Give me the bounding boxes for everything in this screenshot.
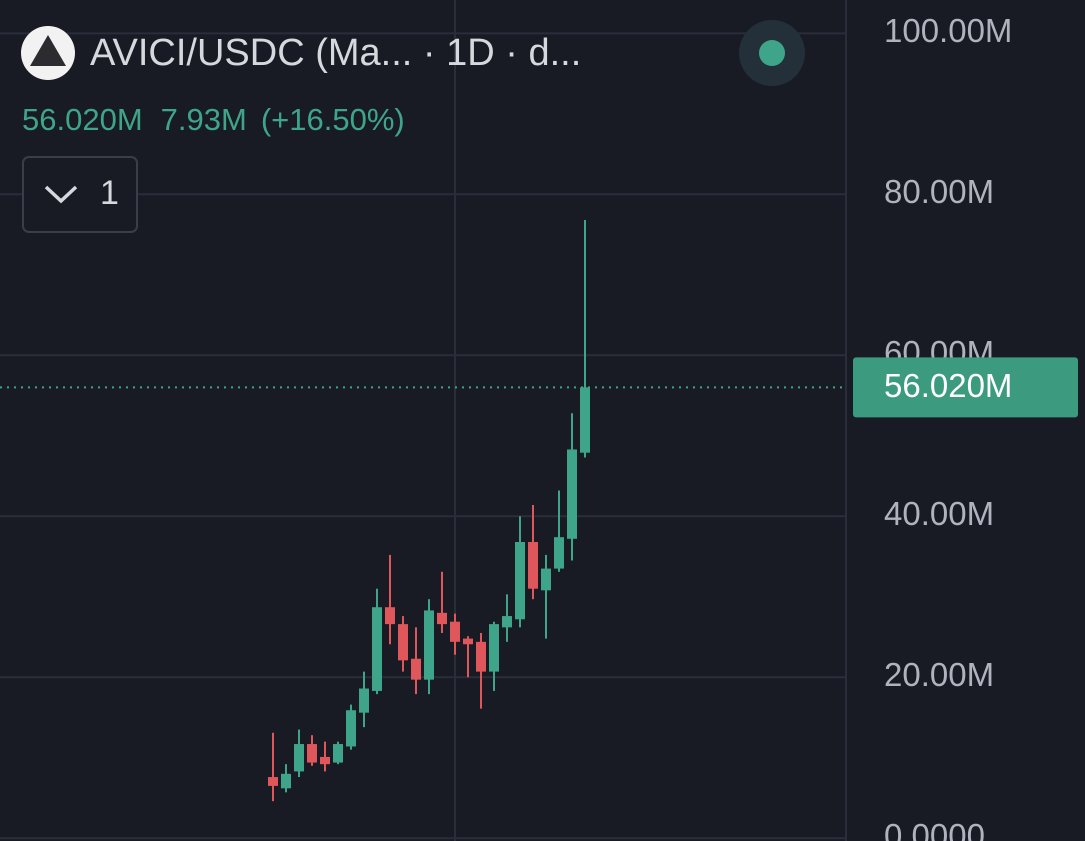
y-axis: 0.000020.00M40.00M60.00M80.00M100.00M56.…	[853, 12, 1078, 841]
candle-body	[385, 607, 395, 625]
candle-body	[346, 710, 356, 747]
candle-body	[411, 658, 421, 680]
candle-body	[463, 638, 473, 645]
y-tick-label: 20.00M	[884, 656, 994, 693]
candle-body	[541, 568, 551, 591]
candle-body	[320, 756, 330, 765]
candle-body	[294, 744, 304, 772]
last-price-label: 56.020M	[884, 367, 1012, 404]
chart-title[interactable]: AVICI/USDC (Ma... · 1D · d...	[90, 32, 581, 74]
status-dot	[759, 40, 785, 66]
candle-body	[515, 542, 525, 620]
candle-body	[528, 542, 538, 589]
price-change: 7.93M	[161, 102, 247, 137]
token-logo-mark	[30, 35, 66, 66]
candle-body	[398, 624, 408, 661]
candles	[268, 220, 590, 802]
grid	[0, 32, 846, 840]
candle-body	[281, 773, 291, 789]
candle-body	[333, 744, 343, 763]
y-tick-label: 80.00M	[884, 173, 994, 210]
last-price: 56.020M	[22, 102, 143, 137]
candle-body	[489, 624, 499, 672]
chevron-icon	[44, 185, 78, 204]
candle-body	[359, 688, 369, 713]
indicator-toggle[interactable]	[22, 156, 138, 233]
candle-body	[554, 537, 564, 569]
candle-body	[502, 616, 512, 628]
last-price-badge	[853, 357, 1078, 418]
candle-body	[372, 607, 382, 691]
candle-body	[450, 621, 460, 642]
price-change-percent: (+16.50%)	[261, 102, 405, 137]
candle-body	[437, 612, 447, 625]
candle-body	[424, 610, 434, 680]
candle-body	[567, 449, 577, 539]
y-tick-label: 0.0000	[884, 817, 985, 841]
y-tick-label: 40.00M	[884, 495, 994, 532]
y-tick-label: 100.00M	[884, 12, 1012, 49]
indicator-count: 1	[100, 174, 119, 212]
candle-body	[476, 641, 486, 672]
candle-body	[580, 387, 590, 453]
candle-body	[307, 744, 317, 763]
candle-body	[268, 777, 278, 786]
